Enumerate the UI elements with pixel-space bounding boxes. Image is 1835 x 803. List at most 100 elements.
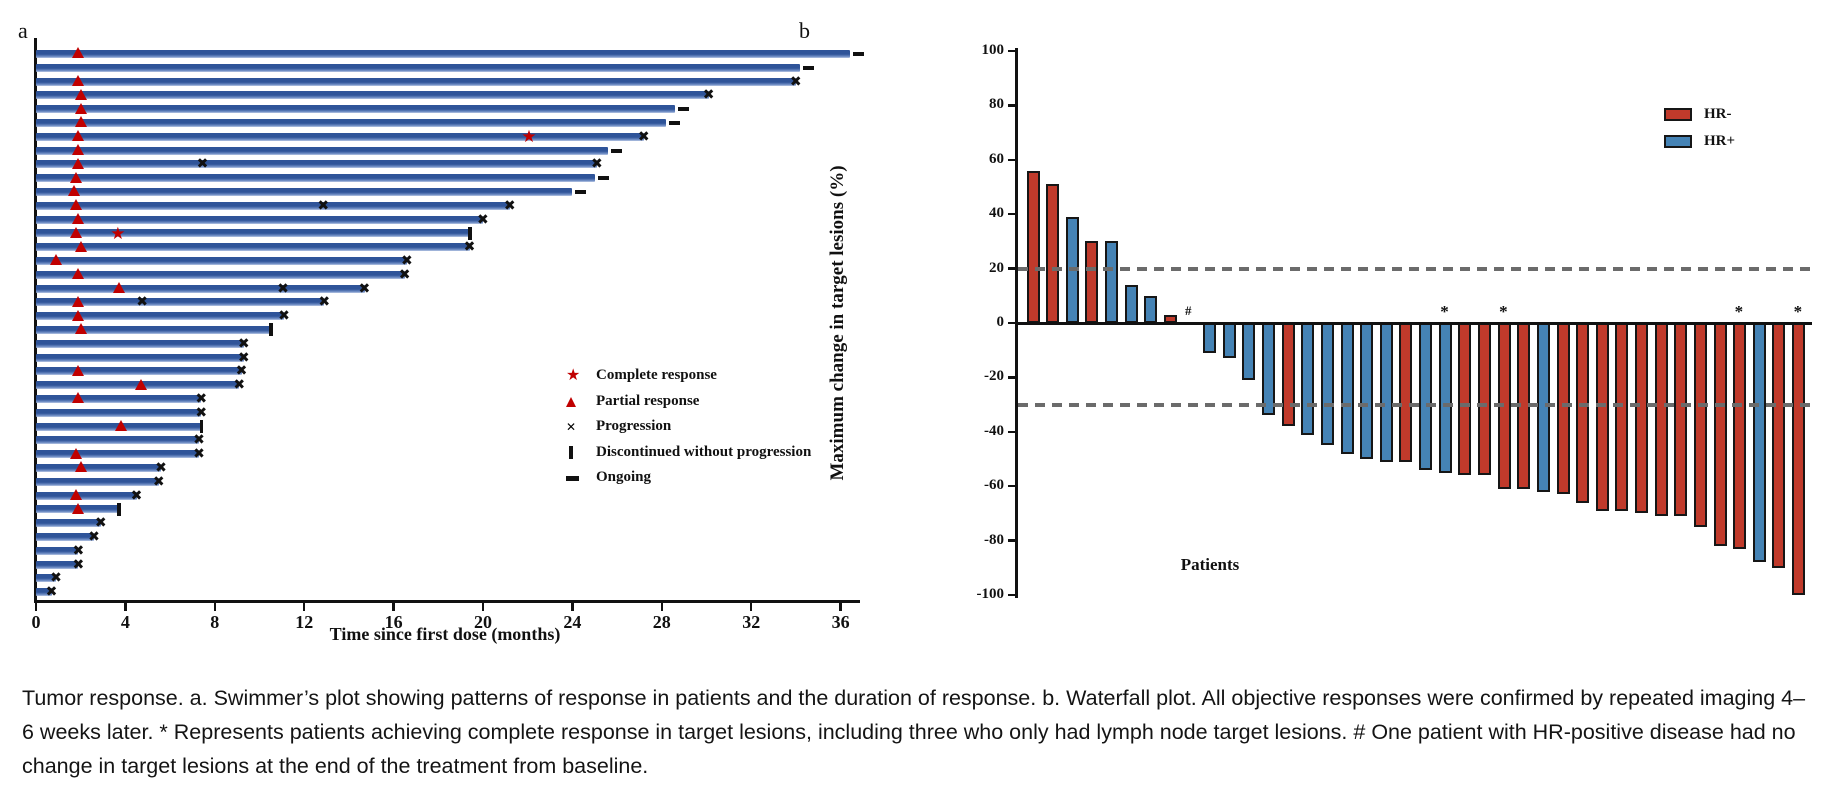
progression-end-marker: ✖ bbox=[590, 156, 603, 173]
progression-end-marker: ✖ bbox=[130, 487, 143, 504]
legend-symbol-triangle-icon bbox=[566, 396, 576, 407]
waterfall-y-tick-label: 60 bbox=[989, 150, 1004, 167]
progression-end-marker: ✖ bbox=[318, 294, 331, 311]
swimmer-bar bbox=[36, 270, 405, 279]
swimmer-bar bbox=[36, 91, 709, 100]
partial-response-marker bbox=[74, 116, 87, 128]
partial-response-marker bbox=[50, 254, 63, 266]
waterfall-bar bbox=[1576, 323, 1590, 503]
waterfall-bar bbox=[1379, 323, 1393, 462]
waterfall-bar bbox=[1419, 323, 1433, 470]
ongoing-marker bbox=[575, 189, 587, 194]
swimmer-bar bbox=[36, 450, 200, 459]
partial-response-marker bbox=[135, 378, 148, 390]
swimmer-bar bbox=[36, 284, 365, 293]
swimmer-bar bbox=[36, 463, 162, 472]
swimmer-bar bbox=[36, 367, 242, 376]
swimmer-x-tick bbox=[839, 603, 842, 611]
progression-end-marker: ✖ bbox=[235, 363, 248, 380]
swimmer-bar bbox=[36, 408, 202, 417]
waterfall-legend-item: HR- bbox=[1664, 106, 1732, 123]
swimmer-bar bbox=[36, 243, 470, 252]
partial-response-marker bbox=[74, 240, 87, 252]
swimmer-bar bbox=[36, 560, 79, 569]
legend-swatch bbox=[1664, 135, 1692, 148]
legend-label: HR+ bbox=[1704, 133, 1736, 149]
swimmer-bar bbox=[36, 215, 483, 224]
waterfall-legend-item: HR+ bbox=[1664, 133, 1735, 150]
partial-response-marker bbox=[72, 268, 85, 280]
progression-end-marker: ✖ bbox=[637, 128, 650, 145]
waterfall-bar bbox=[1340, 323, 1354, 454]
progression-end-marker: ✖ bbox=[401, 252, 413, 269]
swimmer-bar bbox=[36, 146, 609, 155]
discontinued-marker bbox=[269, 323, 273, 337]
discontinued-marker bbox=[468, 226, 472, 240]
legend-symbol-star-icon: ★ bbox=[566, 367, 581, 384]
waterfall-y-tick-label: -100 bbox=[976, 586, 1005, 602]
progression-end-marker: ✖ bbox=[278, 308, 290, 325]
partial-response-marker bbox=[72, 502, 85, 514]
discontinued-marker bbox=[117, 502, 121, 516]
progression-end-marker: ✖ bbox=[45, 584, 58, 601]
partial-response-marker bbox=[70, 226, 83, 238]
swimmer-x-tick-label: 0 bbox=[31, 612, 41, 632]
partial-response-marker bbox=[74, 88, 87, 100]
legend-label: Ongoing bbox=[596, 469, 652, 485]
partial-response-marker bbox=[72, 75, 85, 86]
waterfall-y-tick bbox=[1008, 593, 1016, 597]
swimmer-bar bbox=[36, 588, 52, 597]
waterfall-y-tick bbox=[1008, 484, 1016, 488]
ongoing-marker bbox=[852, 51, 864, 56]
swimmer-x-tick-label: 12 bbox=[295, 612, 314, 632]
progression-end-marker: ✖ bbox=[72, 542, 85, 559]
swimmer-x-tick-label: 24 bbox=[563, 612, 582, 632]
waterfall-bar bbox=[1105, 241, 1119, 323]
swimmer-y-axis bbox=[34, 38, 37, 600]
waterfall-bar bbox=[1144, 295, 1158, 323]
waterfall-bar bbox=[1674, 323, 1688, 517]
legend-label: HR- bbox=[1704, 106, 1732, 122]
partial-response-marker bbox=[72, 157, 85, 169]
progression-marker: ✖ bbox=[317, 197, 330, 214]
swimmer-bar bbox=[36, 532, 95, 541]
waterfall-bar bbox=[1242, 323, 1256, 381]
waterfall-bar bbox=[1477, 323, 1491, 476]
waterfall-bar bbox=[1654, 323, 1668, 517]
waterfall-bar bbox=[1458, 323, 1472, 476]
waterfall-y-tick-label: 100 bbox=[981, 42, 1005, 58]
swimmer-x-tick bbox=[571, 603, 574, 611]
waterfall-y-tick-label: 0 bbox=[996, 314, 1005, 330]
progression-end-marker: ✖ bbox=[72, 556, 85, 573]
swimmer-bar bbox=[36, 477, 159, 486]
waterfall-bar bbox=[1399, 323, 1413, 462]
swimmer-bar bbox=[36, 574, 57, 583]
waterfall-bar bbox=[1438, 323, 1452, 473]
waterfall-y-tick-label: -20 bbox=[984, 368, 1004, 385]
swimmer-bar bbox=[36, 519, 101, 528]
complete-response-marker: ★ bbox=[521, 127, 537, 147]
swimmer-x-tick-label: 28 bbox=[652, 612, 671, 632]
waterfall-bar bbox=[1556, 323, 1570, 495]
swimmer-bar bbox=[36, 118, 667, 127]
progression-end-marker: ✖ bbox=[702, 87, 715, 104]
progression-end-marker: ✖ bbox=[50, 570, 62, 587]
swimmer-bar bbox=[36, 49, 850, 58]
ongoing-marker bbox=[678, 107, 690, 112]
swimmer-x-tick-label: 8 bbox=[210, 612, 220, 632]
swimmer-bar bbox=[36, 132, 644, 141]
partial-response-marker bbox=[70, 489, 83, 500]
progression-end-marker: ✖ bbox=[358, 280, 371, 297]
reference-line--30 bbox=[1018, 402, 1812, 407]
reference-line-20 bbox=[1018, 266, 1812, 271]
progression-end-marker: ✖ bbox=[503, 197, 516, 214]
waterfall-bar bbox=[1792, 323, 1806, 595]
swimmer-bar bbox=[36, 201, 510, 210]
figure-caption: Tumor response. a. Swimmer’s plot showin… bbox=[22, 686, 1806, 778]
waterfall-bar bbox=[1026, 170, 1040, 323]
ongoing-marker bbox=[803, 65, 815, 70]
waterfall-bar bbox=[1085, 241, 1099, 323]
waterfall-y-tick bbox=[1008, 376, 1016, 379]
progression-end-marker: ✖ bbox=[789, 73, 802, 90]
discontinued-marker bbox=[199, 420, 204, 433]
